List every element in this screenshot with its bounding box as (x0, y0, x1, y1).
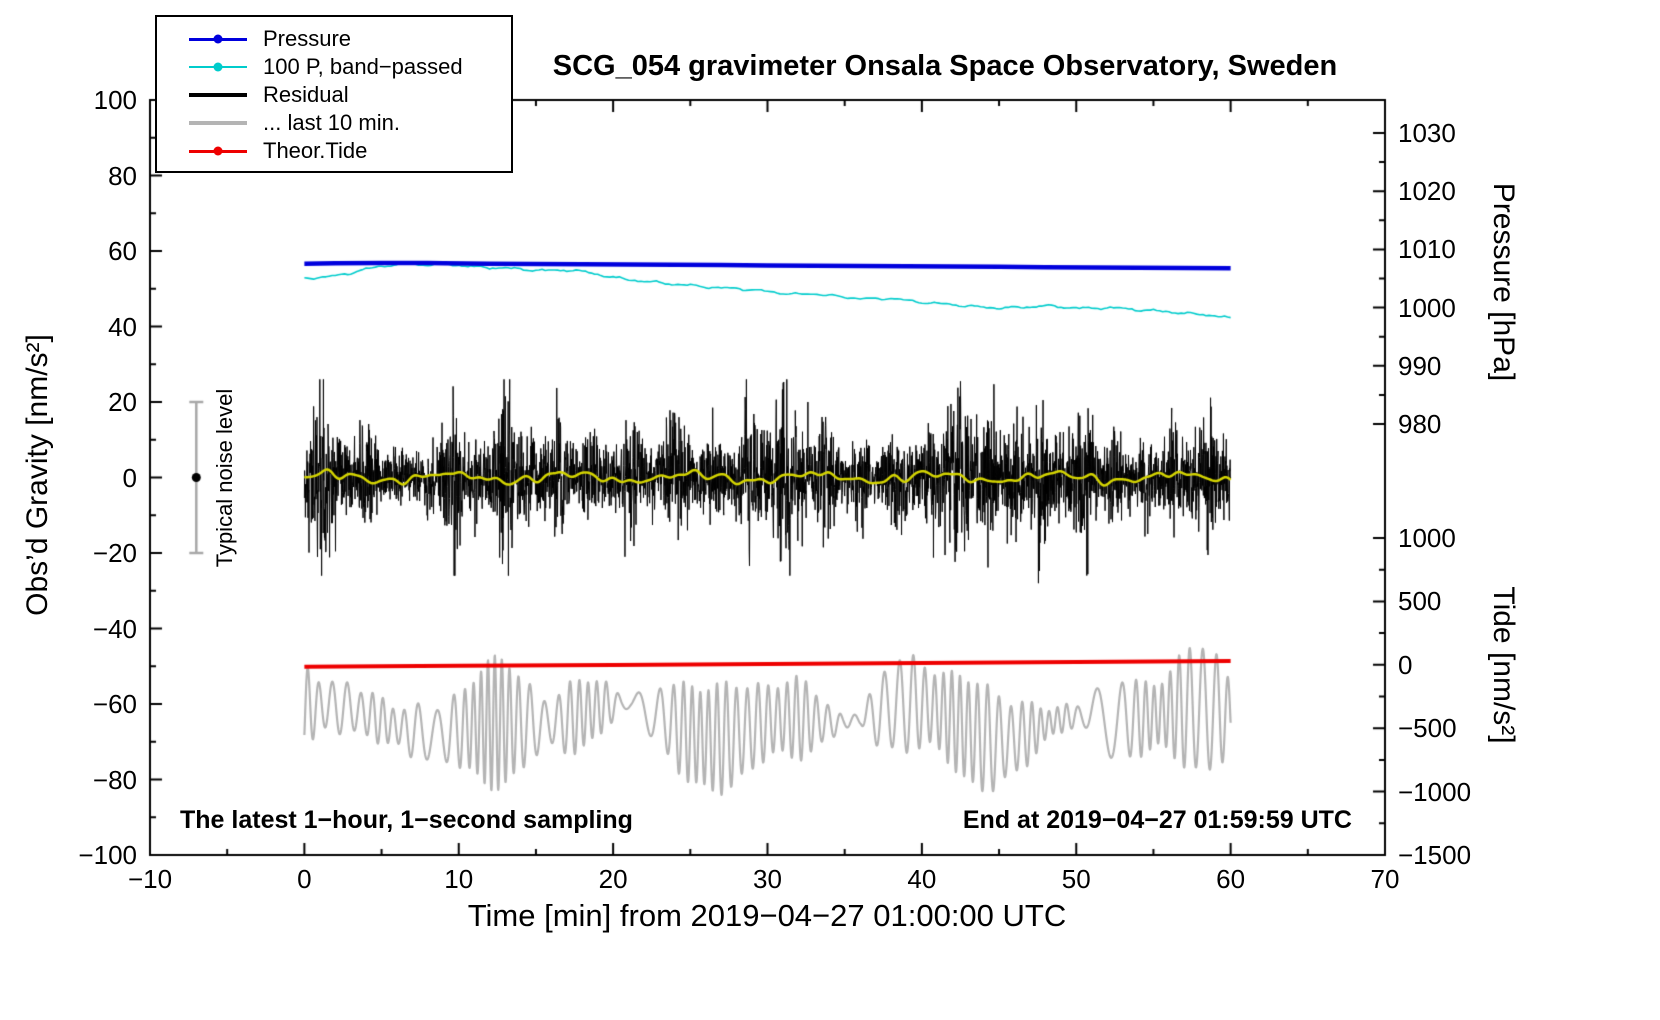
tick-label: −1000 (1398, 776, 1472, 807)
x-axis-label: Time [min] from 2019−04−27 01:00:00 UTC (467, 898, 1067, 933)
pressure-line-sample (189, 34, 247, 44)
tick-label: −10 (127, 864, 173, 894)
tick-label: 980 (1398, 409, 1442, 439)
tick-label: 80 (108, 160, 137, 191)
tick-label: 60 (108, 236, 137, 266)
legend-item-band-passed: 100 P, band−passed (189, 53, 511, 81)
legend-item-residual: Residual (189, 81, 511, 109)
tick-label: 1000 (1398, 523, 1456, 553)
pressure-axis-label: Pressure [hPa] (1487, 182, 1520, 382)
tick-label: 500 (1398, 586, 1442, 617)
legend-item-label: Residual (263, 82, 349, 107)
noise-level-label: Typical noise level (212, 388, 237, 568)
legend-item-theor-tide: Theor.Tide (189, 137, 511, 165)
tick-label: 0 (297, 864, 312, 894)
legend-item-label: Theor.Tide (263, 138, 368, 163)
sampling-note: The latest 1−hour, 1−second sampling (180, 806, 633, 834)
tick-label: 20 (598, 864, 628, 894)
legend: Pressure 100 P, band−passed Residual ...… (155, 15, 513, 173)
tick-label: 20 (108, 387, 137, 417)
theor-tide-line-sample (189, 146, 247, 156)
legend-dot (213, 62, 223, 72)
tick-label: −80 (92, 764, 137, 795)
end-time-note: End at 2019−04−27 01:59:59 UTC (962, 806, 1352, 834)
tick-label: 0 (1398, 649, 1413, 680)
tick-label: 990 (1398, 350, 1442, 381)
tick-label: 100 (93, 85, 137, 115)
band-passed-line-sample (189, 62, 247, 72)
legend-item-label: Pressure (263, 26, 352, 51)
tick-label: 0 (122, 462, 137, 493)
tick-label: 50 (1061, 864, 1091, 894)
tick-label: 40 (108, 311, 137, 342)
chart-title: SCG_054 gravimeter Onsala Space Observat… (552, 50, 1338, 82)
tick-label: −100 (78, 840, 137, 870)
last-10-min-line-sample (189, 121, 247, 125)
tick-label: 1020 (1398, 176, 1456, 207)
tide-axis-label: Tide [nm/s²] (1487, 586, 1520, 744)
tick-label: 10 (444, 864, 474, 894)
legend-item-label: ... last 10 min. (263, 110, 400, 135)
tick-label: 60 (1216, 864, 1246, 894)
legend-item-last-10-min: ... last 10 min. (189, 109, 511, 137)
legend-dot (213, 34, 223, 44)
legend-dot (213, 146, 223, 156)
tick-label: 30 (753, 864, 782, 894)
tick-label: −500 (1398, 713, 1457, 744)
legend-item-pressure: Pressure (189, 25, 511, 53)
tick-label: −60 (92, 689, 137, 719)
tick-label: 1030 (1398, 118, 1456, 148)
tick-label: 40 (907, 864, 937, 894)
tick-label: −40 (92, 613, 137, 644)
legend-item-label: 100 P, band−passed (263, 54, 463, 79)
residual-line-sample (189, 93, 247, 97)
tick-label: −1500 (1398, 840, 1472, 870)
tick-label: −20 (92, 538, 137, 568)
tick-label: 1010 (1398, 234, 1456, 265)
tick-label: 70 (1370, 864, 1400, 894)
tick-label: 1000 (1398, 292, 1456, 323)
